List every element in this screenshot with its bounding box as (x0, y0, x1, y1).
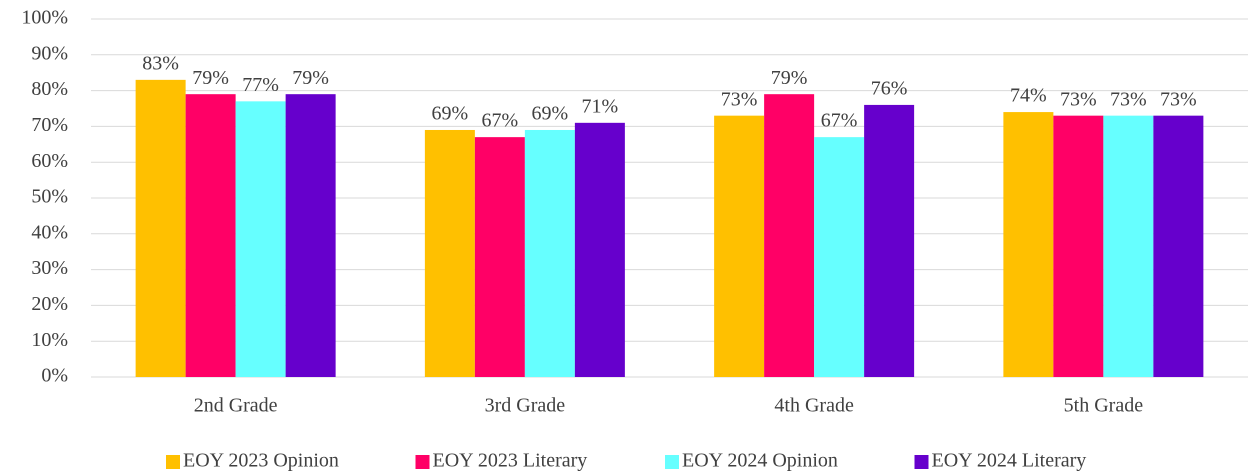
data-label: 77% (242, 74, 279, 96)
data-label: 67% (821, 110, 858, 132)
data-label: 73% (721, 88, 758, 110)
data-label: 73% (1110, 88, 1147, 110)
y-tick-label: 100% (21, 7, 68, 29)
data-label: 73% (1060, 88, 1097, 110)
x-tick-label: 5th Grade (1064, 395, 1144, 417)
data-label: 71% (582, 95, 619, 117)
y-tick-label: 0% (41, 365, 68, 387)
legend-swatch (665, 455, 679, 469)
bar (235, 101, 286, 377)
y-tick-label: 40% (31, 221, 68, 243)
bar (1103, 115, 1154, 377)
data-label: 69% (532, 103, 569, 125)
y-tick-label: 60% (31, 150, 68, 172)
bar (574, 122, 625, 377)
bar (764, 94, 815, 378)
y-tick-label: 80% (31, 78, 68, 100)
bar (185, 94, 236, 378)
data-label: 79% (771, 67, 808, 89)
y-tick-label: 50% (31, 186, 68, 208)
bar (1003, 112, 1054, 377)
data-label: 79% (192, 67, 229, 89)
data-label: 67% (482, 110, 519, 132)
x-tick-label: 3rd Grade (485, 395, 566, 417)
x-tick-label: 2nd Grade (194, 395, 278, 417)
legend-label: EOY 2024 Opinion (682, 450, 838, 472)
data-label: 76% (871, 78, 908, 100)
data-label: 79% (292, 67, 329, 89)
y-tick-label: 20% (31, 293, 68, 315)
legend-label: EOY 2023 Opinion (183, 450, 339, 472)
bar (285, 94, 336, 378)
data-label: 74% (1010, 85, 1047, 107)
bar (1053, 115, 1104, 377)
y-tick-label: 10% (31, 329, 68, 351)
legend-swatch (914, 455, 929, 469)
legend-label: EOY 2023 Literary (433, 450, 588, 472)
x-tick-label: 4th Grade (774, 395, 854, 417)
data-label: 83% (142, 52, 179, 74)
legend-swatch (166, 455, 180, 469)
data-label: 69% (432, 103, 469, 125)
bar (1153, 115, 1204, 377)
bar (814, 137, 865, 377)
bar (474, 137, 525, 377)
y-tick-label: 30% (31, 257, 68, 279)
bar (424, 129, 475, 377)
y-tick-label: 90% (31, 42, 68, 64)
legend-swatch (415, 455, 430, 469)
bar (524, 129, 575, 377)
y-tick-label: 70% (31, 114, 68, 136)
bar (135, 79, 186, 378)
bar (714, 115, 765, 377)
data-label: 73% (1160, 88, 1197, 110)
legend-label: EOY 2024 Literary (932, 450, 1087, 472)
bar (864, 104, 915, 378)
